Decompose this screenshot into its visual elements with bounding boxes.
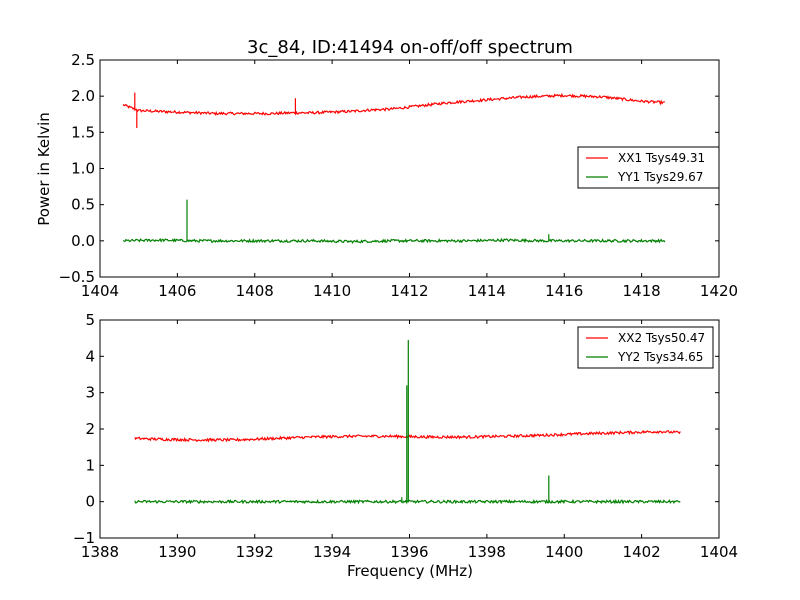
- legend-label: YY2 Tsys34.65: [617, 350, 703, 364]
- y-tick-label: 0: [85, 493, 95, 511]
- x-tick-label: 1390: [158, 543, 196, 561]
- y-axis-label: Power in Kelvin: [35, 112, 53, 226]
- x-tick-label: 1408: [236, 282, 274, 300]
- x-tick-label: 1420: [700, 282, 738, 300]
- series-line-xx: [122, 92, 665, 128]
- y-tick-label: 5: [85, 311, 95, 329]
- x-tick-label: 1400: [545, 543, 583, 561]
- x-tick-label: 1416: [545, 282, 583, 300]
- y-tick-label: 1: [85, 456, 95, 474]
- x-tick-label: 1404: [81, 282, 119, 300]
- x-tick-label: 1414: [468, 282, 506, 300]
- bottom-panel: 1388 1390 1392 1394 1396 1398 1400 1402 1404 −1 0 1…: [73, 311, 738, 561]
- y-tick-label: 0.5: [71, 196, 95, 214]
- y-tick-label: −0.5: [59, 268, 95, 286]
- x-tick-label: 1410: [313, 282, 351, 300]
- y-tick-label: 2: [85, 420, 95, 438]
- x-tick-label: 1388: [81, 543, 119, 561]
- x-tick-label: 1418: [623, 282, 661, 300]
- series-line-xx: [134, 429, 681, 443]
- x-tick-label: 1402: [623, 543, 661, 561]
- y-tick-label: 1.5: [71, 123, 95, 141]
- y-tick-label: 0.0: [71, 232, 95, 250]
- y-tick-label: 2.0: [71, 87, 95, 105]
- legend: XX1 Tsys49.31 YY1 Tsys29.67: [577, 146, 720, 189]
- x-tick-label: 1394: [313, 543, 351, 561]
- y-tick-label: −1: [73, 529, 95, 547]
- top-panel: 1404 1406 1408 1410 1412 1414 1416 1418 1420 −0.5…: [59, 51, 739, 300]
- series-line-yy: [134, 340, 681, 505]
- x-tick-label: 1406: [158, 282, 196, 300]
- x-axis-label: Frequency (MHz): [347, 562, 473, 580]
- legend-label: YY1 Tsys29.67: [617, 170, 703, 184]
- y-tick-label: 2.5: [71, 51, 95, 69]
- y-tick-label: 3: [85, 384, 95, 402]
- x-tick-label: 1412: [390, 282, 428, 300]
- y-tick-label: 4: [85, 347, 95, 365]
- figure-title: 3c_84, ID:41494 on-off/off spectrum: [247, 37, 573, 58]
- x-tick-label: 1396: [390, 543, 428, 561]
- x-tick-label: 1398: [468, 543, 506, 561]
- legend: XX2 Tsys50.47 YY2 Tsys34.65: [577, 326, 714, 369]
- x-tick-label: 1404: [700, 543, 738, 561]
- y-tick-label: 1.0: [71, 160, 95, 178]
- legend-label: XX2 Tsys50.47: [618, 331, 705, 345]
- legend-label: XX1 Tsys49.31: [618, 151, 705, 165]
- series-line-yy: [122, 199, 666, 245]
- x-tick-label: 1392: [236, 543, 274, 561]
